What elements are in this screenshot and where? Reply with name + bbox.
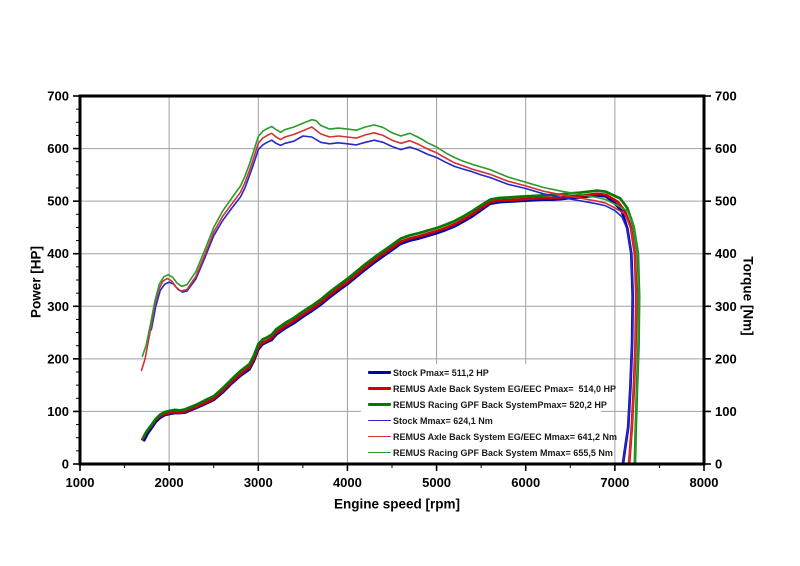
y-left-tick-label: 600 bbox=[47, 141, 69, 156]
x-tick-label: 3000 bbox=[244, 475, 273, 490]
y-axis-title-right: Torque [Nm] bbox=[740, 256, 756, 336]
y-left-tick-label: 200 bbox=[47, 351, 69, 366]
y-right-tick-label: 300 bbox=[715, 299, 737, 314]
y-right-tick-label: 200 bbox=[715, 351, 737, 366]
y-left-tick-label: 300 bbox=[47, 299, 69, 314]
y-right-tick-label: 400 bbox=[715, 246, 737, 261]
legend-label: REMUS Axle Back System EG/EEC Pmax= 514,… bbox=[393, 383, 617, 394]
legend-item: Stock Mmax= 624,1 Nm bbox=[368, 413, 601, 428]
y-right-tick-label: 0 bbox=[715, 457, 722, 472]
legend-label: Stock Mmax= 624,1 Nm bbox=[393, 415, 493, 426]
legend-line-swatch bbox=[368, 435, 391, 438]
x-tick-label: 5000 bbox=[422, 475, 451, 490]
x-tick-label: 7000 bbox=[600, 475, 629, 490]
y-left-tick-label: 500 bbox=[47, 194, 69, 209]
legend-item: REMUS Axle Back System EG/EEC Mmax= 641,… bbox=[368, 429, 617, 444]
x-tick-label: 4000 bbox=[333, 475, 362, 490]
legend-label: REMUS Axle Back System EG/EEC Mmax= 641,… bbox=[393, 431, 618, 442]
legend-label: Stock Pmax= 511,2 HP bbox=[393, 367, 489, 378]
y-left-tick-label: 100 bbox=[47, 404, 69, 419]
legend-item: REMUS Racing GPF Back SystemPmax= 520,2 … bbox=[368, 397, 607, 412]
x-tick-label: 6000 bbox=[511, 475, 540, 490]
y-right-tick-label: 600 bbox=[715, 141, 737, 156]
curve-remus-racing-gpf-power bbox=[141, 189, 641, 466]
y-axis-title-left: Power [HP] bbox=[28, 245, 44, 319]
legend-item: REMUS Racing GPF Back System Mmax= 655,5… bbox=[368, 445, 613, 460]
legend-item: REMUS Axle Back System EG/EEC Pmax= 514,… bbox=[368, 381, 616, 396]
x-axis-title: Engine speed [rpm] bbox=[333, 496, 461, 512]
y-left-tick-label: 400 bbox=[47, 246, 69, 261]
legend-item: Stock Pmax= 511,2 HP bbox=[368, 365, 601, 380]
legend-line-swatch bbox=[368, 451, 391, 454]
legend-line-swatch bbox=[368, 387, 391, 390]
y-right-tick-label: 500 bbox=[715, 194, 737, 209]
legend-label: REMUS Racing GPF Back System Mmax= 655,5… bbox=[393, 447, 613, 458]
x-tick-label: 8000 bbox=[690, 475, 719, 490]
x-tick-label: 1000 bbox=[66, 475, 95, 490]
y-left-tick-label: 700 bbox=[47, 89, 69, 104]
legend-label: REMUS Racing GPF Back SystemPmax= 520,2 … bbox=[393, 399, 607, 410]
curve-stock-torque bbox=[150, 135, 634, 465]
legend-line-swatch bbox=[368, 419, 391, 422]
legend-line-swatch bbox=[368, 371, 391, 374]
y-right-tick-label: 700 bbox=[715, 89, 737, 104]
curve-remus-racing-gpf-torque bbox=[141, 118, 640, 465]
x-tick-label: 2000 bbox=[155, 475, 184, 490]
curve-remus-axle-back-torque bbox=[140, 126, 638, 465]
y-left-tick-label: 0 bbox=[62, 457, 69, 472]
y-right-tick-label: 100 bbox=[715, 404, 737, 419]
legend: Stock Pmax= 511,2 HP REMUS Axle Back Syst… bbox=[361, 364, 617, 462]
legend-line-swatch bbox=[368, 403, 391, 406]
